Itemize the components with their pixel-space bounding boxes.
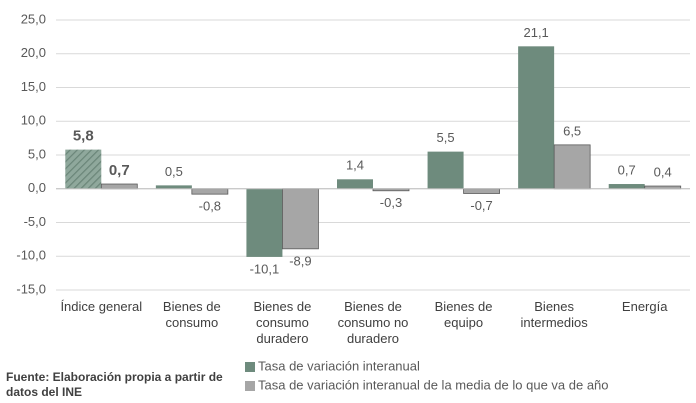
- data-label: 0,7: [618, 162, 636, 177]
- x-tick-label: Bienes de consumo no duradero: [337, 299, 409, 346]
- data-label: 0,7: [109, 162, 130, 179]
- bar: [65, 149, 102, 189]
- legend-swatch: [245, 381, 255, 391]
- bar: [427, 151, 464, 189]
- y-tick-label: 5,0: [28, 146, 46, 161]
- x-tick-label: Bienes de consumo: [162, 299, 221, 330]
- data-label: 21,1: [523, 25, 548, 40]
- data-label: -8,9: [289, 253, 311, 268]
- bar: [553, 144, 591, 190]
- data-label: 1,4: [346, 158, 364, 173]
- legend-label: Tasa de variación interanual: [258, 358, 420, 373]
- data-label: 5,5: [437, 130, 455, 145]
- data-label: -0,8: [199, 199, 221, 214]
- bar: [337, 179, 373, 189]
- bar: [463, 188, 500, 194]
- bar: [518, 46, 555, 189]
- x-tick-label: Bienes de equipo: [434, 299, 493, 330]
- x-tick-label: Índice general: [60, 299, 143, 314]
- data-label: -0,3: [380, 195, 402, 210]
- bar: [608, 184, 645, 189]
- data-label: 5,8: [73, 128, 94, 145]
- legend-swatch: [245, 362, 255, 372]
- y-tick-label: -10,0: [16, 248, 46, 263]
- bar: [155, 185, 192, 189]
- y-tick-label: 15,0: [21, 79, 46, 94]
- x-tick-label: Energía: [621, 299, 668, 314]
- data-label: -0,7: [470, 198, 492, 213]
- data-label: 0,4: [654, 164, 672, 179]
- x-tick-label: Bienes de consumo duradero: [253, 299, 312, 346]
- data-label: -10,1: [250, 261, 280, 276]
- x-tick-label: Bienes intermedios: [520, 299, 588, 330]
- y-tick-label: 0,0: [28, 180, 46, 195]
- data-label: 0,5: [165, 164, 183, 179]
- y-tick-label: -15,0: [16, 281, 46, 296]
- y-tick-label: 25,0: [21, 11, 46, 26]
- y-tick-label: 10,0: [21, 113, 46, 128]
- y-tick-label: 20,0: [21, 45, 46, 60]
- bar: [282, 188, 319, 250]
- bar: [191, 188, 229, 195]
- y-tick-label: -5,0: [24, 214, 46, 229]
- legend-label: Tasa de variación interanual de la media…: [258, 377, 609, 392]
- source-note: Fuente: Elaboración propia a partir de d…: [6, 370, 223, 399]
- bar: [100, 183, 138, 190]
- data-label: 6,5: [563, 123, 581, 138]
- bar: [246, 188, 283, 257]
